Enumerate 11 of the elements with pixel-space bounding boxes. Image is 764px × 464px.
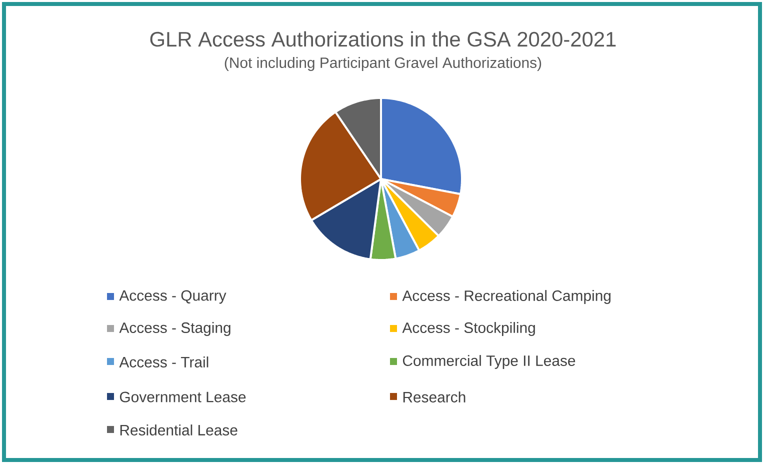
legend-label: Access - Recreational Camping (402, 290, 610, 304)
legend-label: Residential Lease (120, 424, 238, 436)
chart-subtitle: (Not including Participant Gravel Authorizations) (224, 57, 542, 71)
legend-label: Commercial Type II Lease (402, 355, 576, 369)
legend-label: Access - Staging (119, 322, 230, 336)
legend-label: Access - Stockpiling (402, 322, 535, 336)
chart-title: GLR Access Authorizations in the GSA 2020-2021 (150, 31, 616, 47)
legend-label: Access - Trail (119, 356, 208, 368)
legend-label: Access - Quarry (119, 290, 226, 304)
legend-label: Research (403, 392, 466, 402)
legend-label: Government Lease (120, 392, 246, 402)
